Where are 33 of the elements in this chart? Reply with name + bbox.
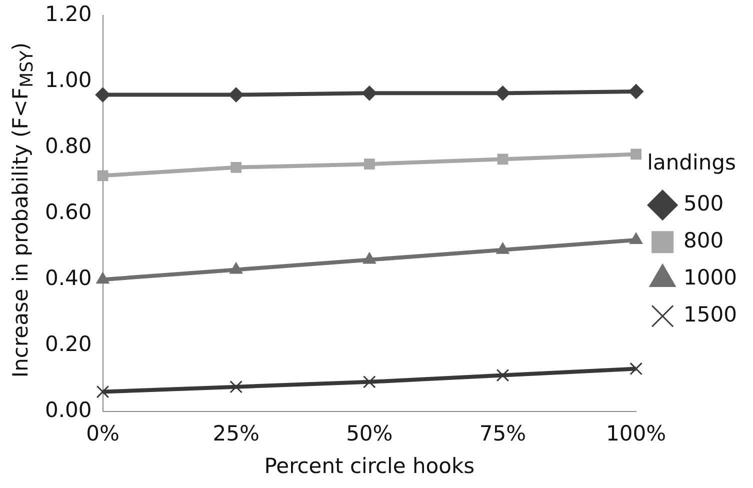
point [628, 84, 644, 99]
y-tick-label: 0.60 [44, 200, 92, 224]
y-tick-label: 1.00 [44, 68, 92, 92]
legend-label: 1000 [684, 266, 738, 290]
point [630, 362, 642, 376]
legend-label: 800 [684, 228, 724, 253]
point [496, 368, 510, 382]
point [495, 86, 510, 101]
x-tick-label: 0% [86, 422, 120, 446]
point [228, 87, 244, 102]
x-tick-label: 50% [346, 422, 393, 446]
point [363, 375, 376, 388]
y-tick-label: 0.40 [44, 266, 92, 290]
x-tick-label: 25% [212, 422, 260, 446]
point [230, 162, 242, 173]
legend-title: landings [647, 150, 736, 174]
point [497, 154, 508, 165]
x-tick-label: 75% [479, 422, 526, 446]
point [230, 380, 242, 394]
x-tick-label: 100% [606, 422, 666, 446]
legend-label: 1500 [684, 302, 738, 327]
point [97, 170, 108, 182]
y-tick-label: 0.20 [44, 332, 92, 356]
legend-label: 500 [684, 192, 724, 216]
point [630, 148, 642, 160]
y-tick-label: 0.80 [44, 134, 92, 158]
y-tick-label: 0.00 [44, 398, 92, 422]
point [96, 385, 110, 398]
point [362, 86, 377, 101]
point [364, 158, 375, 170]
point [95, 87, 110, 102]
x-axis-title: Percent circle hooks [264, 454, 475, 478]
y-tick-label: 1.20 [44, 2, 92, 26]
